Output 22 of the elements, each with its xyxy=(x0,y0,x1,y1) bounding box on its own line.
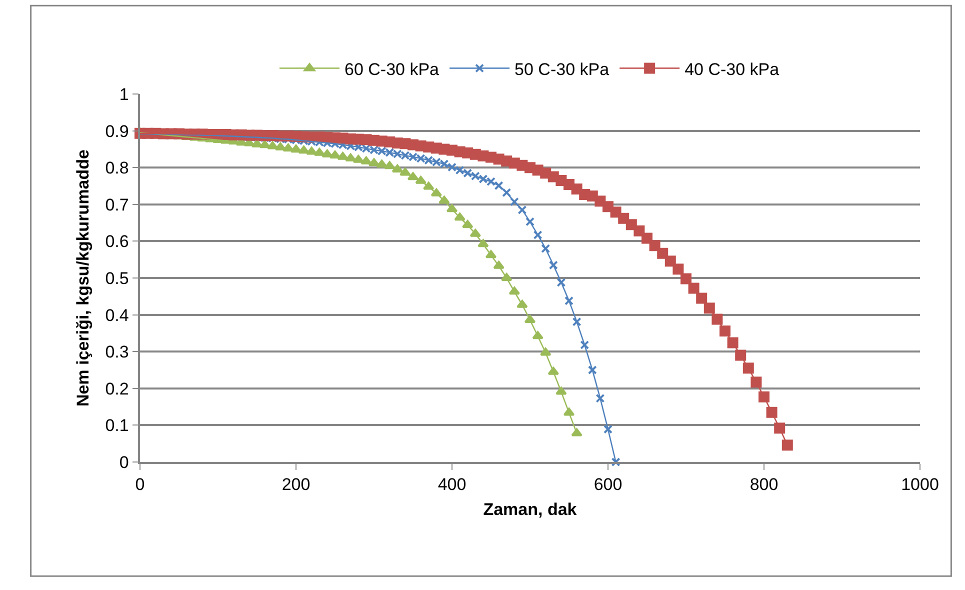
x-tick-label: 0 xyxy=(135,475,145,494)
y-tick-label: 0.1 xyxy=(105,416,129,436)
y-tick-label: 0.2 xyxy=(105,379,129,398)
x-tick-label: 400 xyxy=(438,475,466,494)
x-tick-label: 600 xyxy=(594,475,622,494)
y-tick-label: 0.9 xyxy=(105,122,129,141)
x-tick-label: 800 xyxy=(750,475,778,494)
y-tick-label: 0.8 xyxy=(105,158,129,178)
y-tick-label: 1 xyxy=(119,84,129,104)
x-tick-label: 200 xyxy=(282,475,310,494)
y-tick-label: 0.7 xyxy=(105,195,129,214)
x-axis-title: Zaman, dak xyxy=(483,500,578,520)
x-tick-label: 1000 xyxy=(901,475,939,494)
y-tick-label: 0.6 xyxy=(105,232,129,252)
y-axis-title: Nem içeriği, kgsu/kgkurumadde xyxy=(73,150,92,406)
y-tick-label: 0.3 xyxy=(105,342,129,362)
legend-label: 40 C-30 kPa xyxy=(684,60,780,79)
y-tick-label: 0 xyxy=(119,452,129,472)
legend-label: 60 C-30 kPa xyxy=(344,60,440,79)
y-tick-label: 0.4 xyxy=(105,306,129,325)
legend-label: 50 C-30 kPa xyxy=(514,60,610,79)
y-tick-label: 0.5 xyxy=(105,268,129,288)
